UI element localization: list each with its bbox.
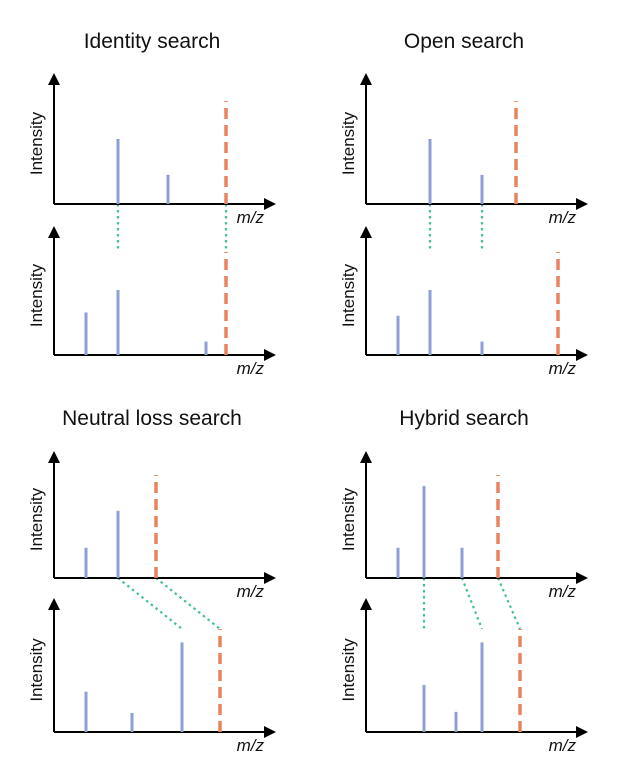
- y-axis-arrowhead: [360, 451, 372, 463]
- x-axis-label: m/z: [237, 208, 265, 227]
- x-axis-label: m/z: [237, 736, 265, 755]
- match-link-2: [460, 577, 484, 630]
- x-axis-arrowhead: [264, 572, 276, 584]
- panel-title: Hybrid search: [399, 407, 529, 430]
- library-spectrum: Intensity m/z: [339, 598, 588, 755]
- y-axis-label: Intensity: [339, 263, 358, 327]
- x-axis-label: m/z: [237, 359, 265, 378]
- y-axis-arrowhead: [360, 598, 372, 610]
- x-axis-arrowhead: [264, 726, 276, 738]
- y-axis-arrowhead: [360, 73, 372, 85]
- query-spectrum: Intensity m/z: [339, 451, 588, 601]
- y-axis-label: Intensity: [27, 111, 46, 175]
- y-axis-arrowhead: [48, 226, 60, 238]
- x-axis-arrowhead: [576, 572, 588, 584]
- x-axis-label: m/z: [549, 736, 577, 755]
- x-axis-arrowhead: [576, 349, 588, 361]
- x-axis-label: m/z: [237, 582, 265, 601]
- panel-3: Neutral loss searchIntensitym/zIntensity…: [27, 407, 276, 755]
- y-axis-arrowhead: [48, 451, 60, 463]
- y-axis-label: Intensity: [27, 263, 46, 327]
- match-link-3: [496, 577, 522, 630]
- panel-4: Hybrid search Intensity m/z Intensity m/z: [339, 407, 588, 755]
- library-spectrum: Intensity m/z: [27, 226, 276, 378]
- y-axis-label: Intensity: [27, 638, 46, 702]
- panels-layer: Identity searchIntensitym/zIntensitym/zO…: [27, 30, 588, 755]
- library-spectrum: Intensity m/z: [339, 226, 588, 378]
- x-axis-label: m/z: [549, 359, 577, 378]
- match-link-1: [117, 577, 183, 630]
- match-link-2: [155, 577, 221, 630]
- y-axis-arrowhead: [360, 226, 372, 238]
- y-axis-arrowhead: [48, 598, 60, 610]
- x-axis-arrowhead: [576, 726, 588, 738]
- y-axis-label: Intensity: [27, 487, 46, 551]
- panel-1: Identity search Intensity m/z Intensity m/z: [27, 30, 276, 378]
- y-axis-label: Intensity: [339, 487, 358, 551]
- y-axis-label: Intensity: [339, 111, 358, 175]
- panel-2: Open search Intensity m/z Intensity m/z: [339, 30, 588, 378]
- panel-title: Identity search: [84, 30, 221, 53]
- panel-title: Neutral loss search: [62, 407, 242, 430]
- y-axis-arrowhead: [48, 73, 60, 85]
- x-axis-arrowhead: [264, 198, 276, 210]
- query-spectrum: Intensity m/z: [27, 73, 276, 227]
- x-axis-arrowhead: [576, 198, 588, 210]
- panel-title: Open search: [404, 30, 524, 53]
- y-axis-label: Intensity: [339, 638, 358, 702]
- x-axis-label: m/z: [549, 208, 577, 227]
- x-axis-arrowhead: [264, 349, 276, 361]
- query-spectrum: Intensity m/z: [339, 73, 588, 227]
- x-axis-label: m/z: [549, 582, 577, 601]
- library-spectrum: Intensity m/z: [27, 598, 276, 755]
- query-spectrum: Intensity m/z: [27, 451, 276, 601]
